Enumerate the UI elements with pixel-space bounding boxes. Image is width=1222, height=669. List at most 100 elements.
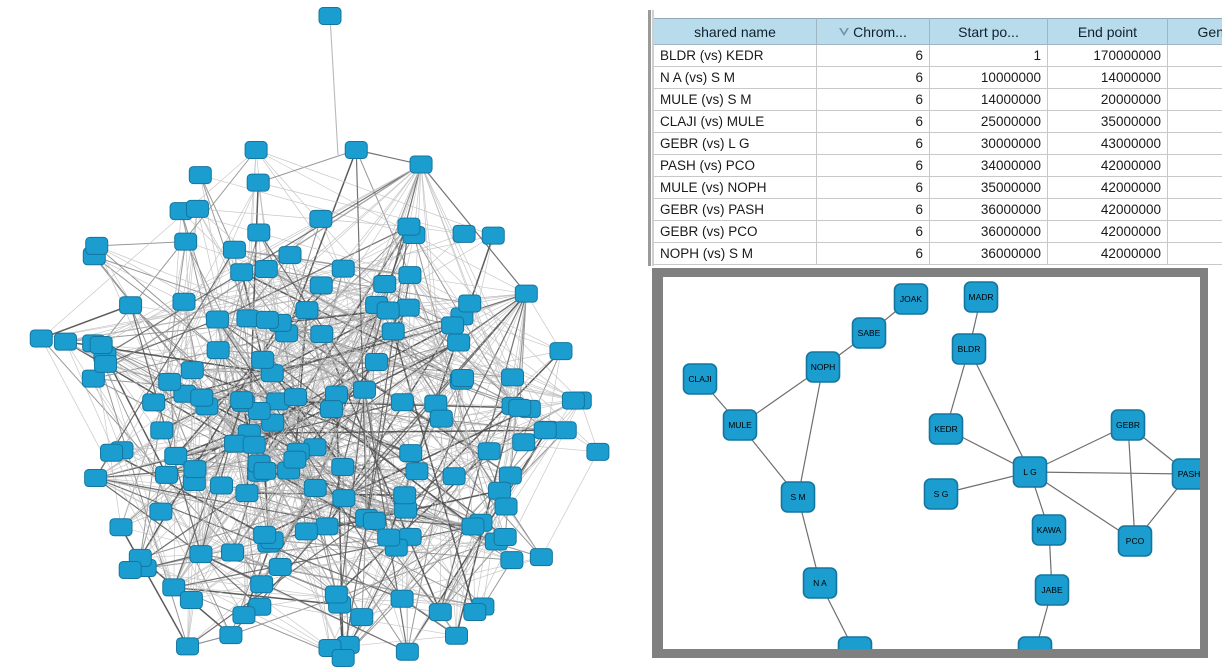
main-network-node[interactable] [183, 460, 207, 479]
main-network-node[interactable] [331, 259, 355, 278]
main-network-node[interactable] [232, 606, 256, 625]
main-network-node[interactable] [150, 421, 174, 440]
main-network-node[interactable] [493, 528, 517, 547]
main-network-node[interactable] [508, 398, 532, 417]
subnetwork-graph[interactable]: CLAJI MULE NOPH SABE JOAK S M N A MIWE MADR BLDR K… [663, 277, 1200, 649]
subnetwork-edge[interactable] [1127, 424, 1136, 542]
main-network-node[interactable] [235, 484, 259, 503]
main-network-node[interactable] [477, 442, 501, 461]
subnetwork-node[interactable]: KEDR [928, 413, 964, 445]
main-network-node[interactable] [319, 400, 343, 419]
main-network-node[interactable] [529, 548, 553, 567]
main-network-node[interactable] [158, 372, 182, 391]
main-network-node[interactable] [188, 166, 212, 185]
main-network-node[interactable] [494, 497, 518, 516]
main-network-node[interactable] [424, 394, 448, 413]
main-network-node[interactable] [461, 517, 485, 536]
table-body[interactable]: BLDR (vs) KEDR61170000000192.0N A (vs) S… [653, 44, 1222, 265]
column-header-end[interactable]: End point [1047, 18, 1168, 45]
main-network-node[interactable] [344, 141, 368, 159]
subnetwork-node[interactable]: S M [780, 481, 816, 513]
main-network-node[interactable] [268, 557, 292, 576]
main-network-node[interactable] [514, 284, 538, 303]
main-network-node[interactable] [89, 336, 113, 355]
main-network-node[interactable] [352, 380, 376, 399]
main-network-node[interactable] [303, 479, 327, 498]
main-network-node[interactable] [442, 467, 466, 486]
main-network-node[interactable] [149, 502, 173, 521]
subnetwork-node[interactable]: SABE [851, 317, 887, 349]
subnetwork-node[interactable]: MIWE [837, 636, 873, 649]
table-row[interactable]: GEBR (vs) L G6300000004300000016.9 [653, 132, 1222, 155]
subnetwork-node[interactable]: N A [802, 567, 838, 599]
subnetwork-node-layer[interactable]: CLAJI MULE NOPH SABE JOAK S M N A MIWE MADR BLDR K… [682, 281, 1201, 649]
subnetwork-edge[interactable] [1029, 471, 1190, 475]
main-network-node[interactable] [221, 543, 245, 562]
main-network-node[interactable] [409, 155, 433, 174]
main-network-node[interactable] [174, 232, 198, 251]
main-network-view[interactable] [0, 0, 648, 669]
edge-attribute-table[interactable]: shared name Chrom... Start po... End point G… [653, 18, 1222, 265]
table-row[interactable]: CLAJI (vs) MULE625000000350000005.9 [653, 110, 1222, 133]
main-network-node[interactable] [452, 224, 476, 243]
main-network-node[interactable] [500, 551, 524, 570]
main-network-node[interactable] [331, 649, 355, 667]
subnetwork-node[interactable]: L G [1012, 456, 1048, 488]
main-network-node[interactable] [142, 393, 166, 412]
main-network-node[interactable] [283, 388, 307, 407]
main-network-node[interactable] [553, 421, 577, 440]
main-network-node[interactable] [180, 361, 204, 380]
main-network-node[interactable] [246, 173, 270, 192]
main-network-node[interactable] [206, 341, 230, 360]
main-network-node[interactable] [318, 7, 342, 25]
column-header-genetic[interactable]: Genetic... [1167, 18, 1222, 45]
main-network-node[interactable] [429, 409, 453, 428]
subnetwork-node[interactable]: NOPH [805, 351, 841, 383]
main-network-node[interactable] [190, 388, 214, 407]
main-network-node[interactable] [428, 603, 452, 622]
main-network-node[interactable] [53, 332, 77, 351]
subnetwork-node[interactable]: GEBR [1110, 409, 1146, 441]
main-network-node[interactable] [533, 421, 557, 440]
table-row[interactable]: N A (vs) S M610000000140000006.6 [653, 66, 1222, 89]
main-network-node[interactable] [205, 310, 229, 329]
subnetwork-node[interactable]: PASH [1171, 458, 1201, 490]
subnetwork-node[interactable]: MULE [722, 409, 758, 441]
subnetwork-edge[interactable] [1029, 471, 1136, 542]
main-network-node[interactable] [219, 626, 243, 645]
subnetwork-node[interactable]: JOAK [893, 283, 929, 315]
column-header-chrom[interactable]: Chrom... [816, 18, 930, 45]
main-network-node[interactable] [253, 525, 277, 544]
main-network-node[interactable] [444, 626, 468, 645]
main-network-node[interactable] [230, 391, 254, 410]
main-network-node[interactable] [396, 298, 420, 317]
subnetwork-edge[interactable] [968, 348, 1031, 473]
main-network-node[interactable] [512, 433, 536, 452]
main-network-node[interactable] [164, 446, 188, 465]
edge-attribute-table-panel[interactable]: shared name Chrom... Start po... End point G… [648, 10, 1222, 266]
main-network-node[interactable] [441, 316, 465, 335]
main-network-node[interactable] [29, 329, 53, 348]
main-network-node[interactable] [81, 369, 105, 388]
main-network-node[interactable] [373, 275, 397, 294]
main-network-node[interactable] [254, 260, 278, 279]
subnetwork-node[interactable]: KAWA [1031, 514, 1067, 546]
table-row[interactable]: NOPH (vs) S M636000000420000009.9 [653, 242, 1222, 265]
main-network-node[interactable] [109, 518, 133, 537]
main-network-node[interactable] [253, 461, 277, 480]
main-network-node[interactable] [247, 223, 271, 242]
table-row[interactable]: MULE (vs) NOPH6350000004200000010.5 [653, 176, 1222, 199]
main-network-node[interactable] [393, 486, 417, 505]
table-row[interactable]: BLDR (vs) KEDR61170000000192.0 [653, 44, 1222, 67]
column-header-start[interactable]: Start po... [929, 18, 1048, 45]
subnetwork-node[interactable]: MADR [963, 281, 999, 313]
main-network-node[interactable] [390, 393, 414, 412]
main-network-node[interactable] [463, 603, 487, 622]
main-network-node[interactable] [447, 333, 471, 352]
main-network-node[interactable] [251, 350, 275, 369]
main-network-node[interactable] [561, 391, 585, 410]
main-network-node[interactable] [390, 589, 414, 608]
main-network-node[interactable] [395, 642, 419, 661]
main-network-node[interactable] [230, 263, 254, 282]
main-network-node[interactable] [176, 637, 200, 656]
